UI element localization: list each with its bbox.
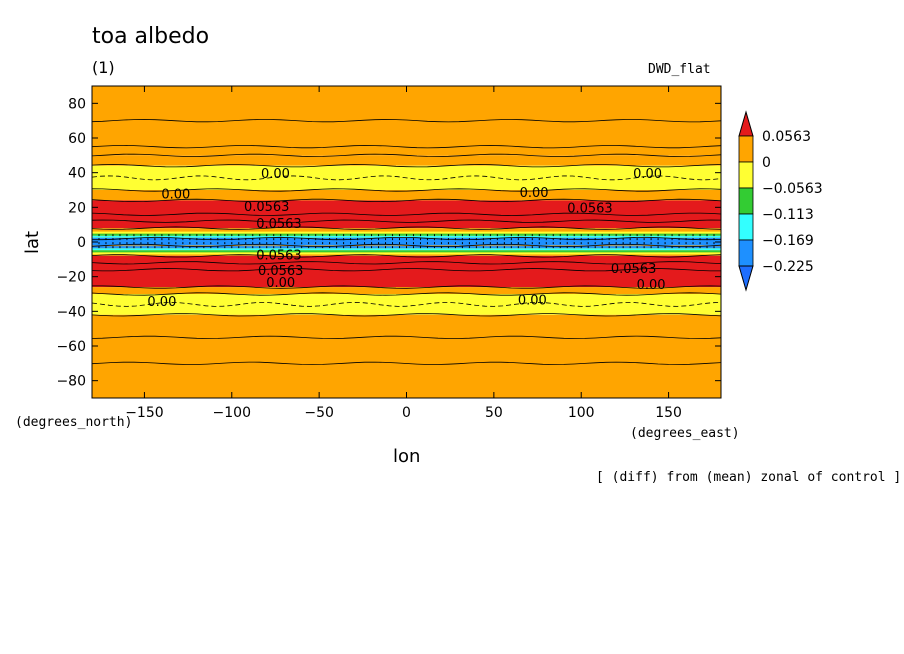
contour-line (92, 285, 722, 289)
contour-label: 0.0563 (611, 262, 657, 277)
plot-area (91, 85, 722, 399)
contour-line (91, 254, 722, 258)
contour-line (91, 153, 722, 157)
contour-line (91, 164, 722, 168)
colorbar-label: −0.0563 (762, 181, 823, 197)
y-axis-label: lat (22, 230, 43, 254)
contour-label: 0.0563 (244, 200, 290, 215)
eq-stripe-n-2 (92, 235, 721, 238)
contour-label: 0.0563 (258, 264, 304, 279)
contour-line (92, 236, 722, 241)
band-0 (92, 86, 721, 156)
band-1 (92, 155, 721, 166)
y-tick-label: −20 (56, 270, 86, 286)
y-tick-label: −40 (56, 304, 86, 320)
contour-line (91, 119, 722, 123)
contour-line (91, 292, 722, 296)
colorbar-swatch (738, 135, 754, 163)
contour-label: 0.00 (161, 188, 190, 203)
contour-label: 0.0563 (567, 202, 613, 217)
colorbar-swatch (738, 187, 754, 215)
colorbar-label: −0.225 (762, 259, 814, 275)
x-tick-label: 0 (402, 405, 411, 421)
x-units-label: (degrees_east) (630, 426, 740, 441)
contour-line (91, 261, 722, 265)
contour-line (91, 198, 722, 203)
colorbar-bottom-arrow (738, 265, 754, 292)
colorbar-label: 0.0563 (762, 129, 811, 145)
y-ticks: 80 60 40 20 0 −20 −40 −60 −80 (56, 96, 721, 390)
contour-label: 0.0563 (256, 248, 302, 263)
footnote: [ (diff) from (mean) zonal of control ] (596, 470, 902, 485)
dataset-label: DWD_flat (648, 62, 711, 77)
contour-label: 0.00 (633, 167, 662, 182)
eq-stripe-s-2 (92, 248, 721, 251)
colorbar-label: 0 (762, 155, 771, 171)
contour-line (91, 219, 722, 223)
band-8 (92, 255, 721, 288)
x-tick-label: 150 (655, 405, 682, 421)
x-ticks: −150 −100 −50 0 50 100 150 (125, 86, 682, 421)
band-6 (92, 238, 721, 246)
contour-line (91, 313, 722, 317)
band-9 (92, 287, 721, 294)
contour-line-dashed (91, 301, 722, 307)
x-tick-label: 100 (568, 405, 595, 421)
contour-line (91, 145, 722, 149)
colorbar-swatch (738, 213, 754, 241)
y-tick-label: 20 (68, 200, 86, 216)
y-units-label: (degrees_north) (15, 415, 133, 430)
x-axis-label: lon (393, 446, 421, 467)
y-tick-label: 80 (68, 96, 86, 112)
colorbar-label: −0.113 (762, 207, 814, 223)
contour-line (91, 243, 722, 248)
colorbar-label: −0.169 (762, 233, 814, 249)
x-tick-label: 50 (485, 405, 503, 421)
contour-label: 0.00 (520, 186, 549, 201)
eq-stripe-s-0 (92, 252, 721, 255)
y-tick-label: 0 (77, 235, 86, 251)
contour-labels: 0.00 0.000.00 0.000.0563 0.05630.05630.0563… (147, 167, 665, 310)
chart-title: toa albedo (92, 24, 210, 49)
band-4 (92, 200, 721, 229)
eq-stripe-s-1 (92, 250, 721, 253)
panel-label: (1) (92, 58, 115, 77)
x-tick-label: −50 (304, 405, 334, 421)
x-tick-label: −150 (125, 405, 163, 421)
y-tick-label: −80 (56, 374, 86, 390)
contour-label: 0.00 (266, 276, 295, 291)
colorbar-swatch (738, 161, 754, 189)
y-tick-label: 40 (68, 166, 86, 182)
band-11 (92, 314, 721, 398)
colorbar-swatch (738, 239, 754, 267)
contour-label: 0.00 (261, 167, 290, 182)
eq-stripe-n-0 (92, 231, 721, 234)
contour-label: 0.0563 (256, 217, 302, 232)
contour-line (91, 335, 722, 339)
contour-line (91, 212, 722, 216)
band-10 (92, 294, 721, 315)
contour-line (91, 268, 721, 272)
contour-line (91, 226, 722, 230)
contour-line (91, 188, 722, 192)
contour-label: 0.00 (147, 295, 176, 310)
contour-label: 0.00 (518, 293, 547, 308)
band-3 (92, 190, 721, 201)
contour-line (91, 361, 722, 365)
contour-line-dashed (91, 175, 722, 181)
y-tick-label: 60 (68, 131, 86, 147)
colorbar-top-arrow (738, 110, 754, 137)
contour-label: 0.00 (637, 278, 666, 293)
colorbar: 0.0563 0 −0.0563 −0.113 −0.169 −0.225 (738, 110, 823, 292)
y-tick-label: −60 (56, 339, 86, 355)
x-tick-label: −100 (213, 405, 251, 421)
